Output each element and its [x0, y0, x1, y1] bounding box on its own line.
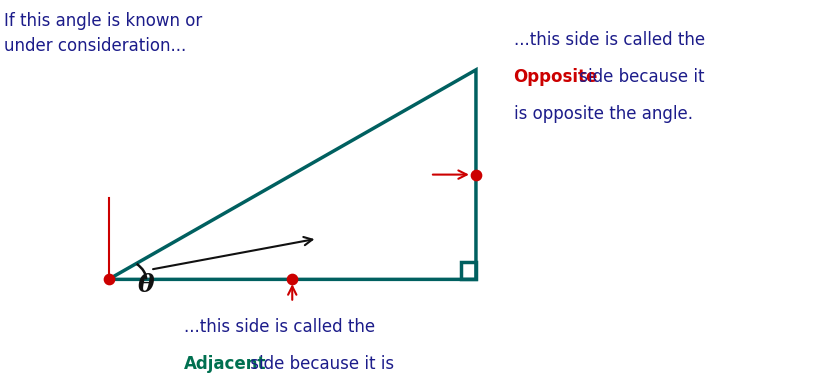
Text: Opposite: Opposite [514, 68, 598, 86]
Point [102, 276, 115, 282]
Text: side because it is: side because it is [245, 355, 394, 373]
Text: side because it: side because it [574, 68, 705, 86]
Text: ...this side is called the: ...this side is called the [184, 318, 375, 336]
Text: Adjacent: Adjacent [184, 355, 266, 373]
Text: If this angle is known or
under consideration...: If this angle is known or under consider… [4, 12, 202, 55]
Text: θ: θ [138, 273, 154, 297]
Point [469, 171, 483, 178]
Point [286, 276, 299, 282]
Text: is opposite the angle.: is opposite the angle. [514, 105, 692, 123]
Text: ...this side is called the: ...this side is called the [514, 31, 705, 49]
